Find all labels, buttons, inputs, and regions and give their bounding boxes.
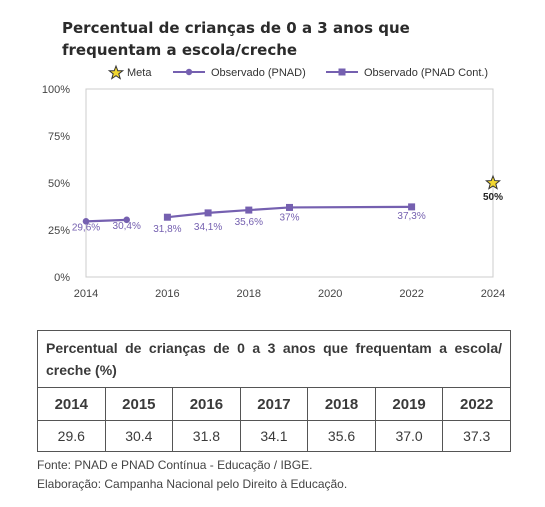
legend-marker-pnad-cont bbox=[338, 68, 346, 76]
value-cell: 37.0 bbox=[374, 420, 444, 452]
x-tick-label: 2024 bbox=[481, 288, 505, 300]
footer: Fonte: PNAD e PNAD Contínua - Educação /… bbox=[37, 456, 347, 494]
year-cell: 2019 bbox=[374, 387, 444, 421]
legend-label-target: Meta bbox=[127, 67, 152, 79]
data-label: 37,3% bbox=[397, 211, 425, 222]
data-point bbox=[245, 206, 253, 214]
data-label: 35,6% bbox=[235, 217, 263, 228]
series-line bbox=[85, 218, 127, 223]
target-label: 50% bbox=[483, 192, 503, 203]
year-cell: 2014 bbox=[37, 387, 106, 421]
table-title: Percentual de crianças de 0 a 3 anos que… bbox=[37, 330, 511, 388]
data-label: 37% bbox=[279, 212, 299, 223]
value-cell: 30.4 bbox=[104, 420, 174, 452]
data-table: Percentual de crianças de 0 a 3 anos que… bbox=[37, 330, 511, 452]
data-label: 29,6% bbox=[72, 222, 100, 233]
y-tick-label: 75% bbox=[48, 131, 70, 143]
x-tick-label: 2014 bbox=[74, 288, 98, 300]
year-cell: 2017 bbox=[239, 387, 309, 421]
y-tick-label: 50% bbox=[48, 178, 70, 190]
data-label: 34,1% bbox=[194, 222, 222, 233]
data-point bbox=[163, 213, 171, 221]
target-layer: 50% bbox=[483, 174, 503, 203]
year-cell: 2022 bbox=[442, 387, 511, 421]
data-point bbox=[408, 203, 416, 211]
legend-star-icon bbox=[107, 64, 125, 80]
data-label: 31,8% bbox=[153, 224, 181, 235]
year-cell: 2016 bbox=[172, 387, 241, 421]
x-tick-label: 2020 bbox=[318, 288, 342, 300]
y-tick-label: 0% bbox=[54, 272, 70, 284]
data-label: 30,4% bbox=[113, 221, 141, 232]
y-tick-label: 25% bbox=[48, 225, 70, 237]
legend-label-pnad: Observado (PNAD) bbox=[211, 67, 306, 79]
target-star-marker bbox=[485, 174, 501, 190]
source-note: Fonte: PNAD e PNAD Contínua - Educação /… bbox=[37, 458, 313, 472]
data-point bbox=[286, 203, 293, 211]
data-point bbox=[82, 218, 90, 225]
table-year-row: 2014 2015 2016 2017 2018 2019 2022 bbox=[37, 387, 511, 421]
data-point bbox=[123, 216, 130, 224]
legend: Meta Observado (PNAD) Observado (PNAD Co… bbox=[107, 64, 488, 80]
value-cell: 35.6 bbox=[307, 420, 376, 452]
series-layer: 29,6% 30,4% 31,8% 34,1% 35,6% 37% 37,3% bbox=[72, 203, 426, 235]
plot-area bbox=[85, 88, 494, 278]
x-tick-label: 2022 bbox=[399, 288, 423, 300]
value-cell: 37.3 bbox=[442, 420, 511, 452]
x-axis: 2014 2016 2018 2020 2022 2024 bbox=[74, 288, 505, 300]
value-cell: 34.1 bbox=[239, 420, 309, 452]
legend-marker-pnad bbox=[185, 68, 193, 76]
line-chart: Meta Observado (PNAD) Observado (PNAD Co… bbox=[42, 64, 505, 300]
y-tick-label: 100% bbox=[42, 84, 70, 96]
table-value-row: 29.6 30.4 31.8 34.1 35.6 37.0 37.3 bbox=[37, 420, 511, 452]
data-point bbox=[204, 209, 212, 217]
year-cell: 2018 bbox=[307, 387, 376, 421]
year-cell: 2015 bbox=[104, 387, 174, 421]
legend-label-pnad-cont: Observado (PNAD Cont.) bbox=[364, 67, 488, 79]
x-tick-label: 2016 bbox=[155, 288, 179, 300]
chart-title: Percentual de crianças de 0 a 3 anos que… bbox=[62, 19, 410, 59]
credit-note: Elaboração: Campanha Nacional pelo Direi… bbox=[37, 477, 348, 491]
value-cell: 31.8 bbox=[172, 420, 241, 452]
x-tick-label: 2018 bbox=[237, 288, 261, 300]
value-cell: 29.6 bbox=[37, 420, 106, 452]
y-axis: 0% 25% 50% 75% 100% bbox=[42, 84, 70, 284]
